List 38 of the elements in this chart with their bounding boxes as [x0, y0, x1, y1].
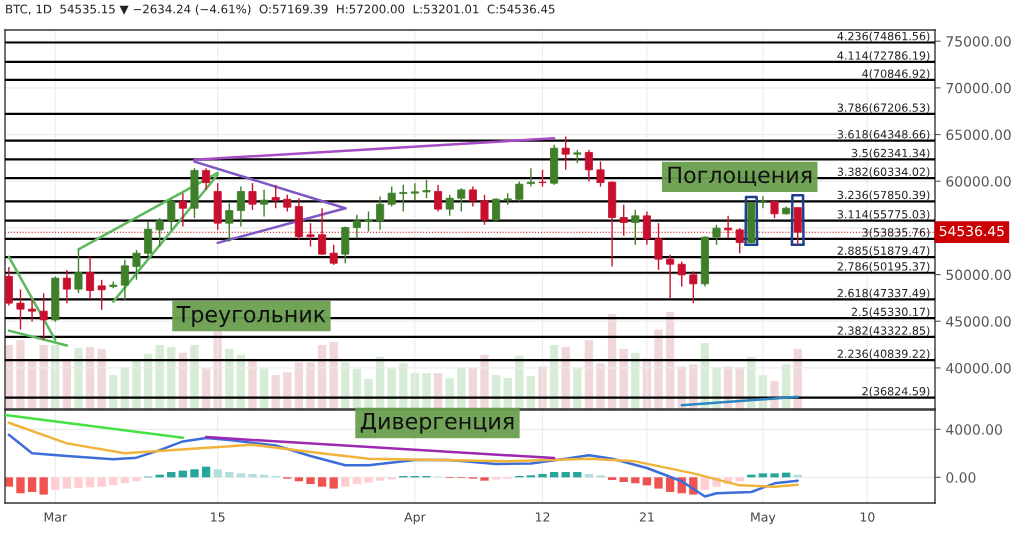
ref-line-label: 3.382(60334.02): [837, 167, 930, 178]
ref-line-label: 4(70846.92): [862, 69, 930, 80]
annotation: Треугольник: [176, 306, 326, 327]
x-tick-label: 21: [639, 512, 654, 522]
y-tick-label: 75000.00: [946, 36, 1011, 47]
y-tick-label: 70000.00: [946, 82, 1011, 94]
y-tick-label: 4000.00: [946, 424, 1002, 435]
y-tick-label: 50000.00: [946, 269, 1011, 281]
ref-line-label: 3.618(64348.66): [837, 129, 930, 140]
ref-line-label: 54536.45: [939, 225, 1004, 237]
x-tick-label: May: [751, 512, 776, 525]
ref-line-label: 4.114(72786.19): [837, 51, 930, 62]
ref-line-label: 2.5(45330.17): [851, 307, 930, 318]
ref-line-label: 2.236(40839.22): [837, 349, 930, 360]
chart-title: BTC, 1D 54535.15 ▼ −2634.24 (−4.61%) O:57169.39 H:57200.00 L:53201.01 C:54536.45: [6, 4, 555, 15]
ref-line-label: 2(36824.59): [862, 386, 930, 397]
x-tick-label: 10: [860, 512, 875, 522]
y-tick-label: 0.00: [946, 472, 976, 483]
y-tick-label: 60000.00: [946, 176, 1011, 187]
x-tick-label: Mar: [44, 512, 68, 522]
y-tick-label: 45000.00: [946, 316, 1011, 327]
ref-line-label: 2.618(47337.49): [837, 288, 930, 299]
ref-line-label: 3.114(55775.03): [837, 209, 930, 220]
x-tick-label: 15: [211, 512, 225, 522]
y-tick-label: 65000.00: [946, 129, 1011, 141]
x-tick-label: Apr: [404, 512, 426, 525]
annotation: Поглощения: [668, 166, 812, 187]
ref-line-label: 4.236(74861.56): [837, 31, 930, 42]
annotation: Дивергенция: [360, 412, 514, 434]
ref-line-label: 2.885(51879.47): [837, 246, 930, 257]
ref-line-label: 2.786(50195.37): [837, 262, 930, 272]
y-tick-label: 40000.00: [946, 362, 1011, 374]
ref-line-label: 3(53835.76): [862, 228, 930, 238]
ref-line-label: 3.786(67206.53): [837, 103, 930, 114]
ref-line-label: 3.5(62341.34): [851, 148, 930, 159]
ref-line-label: 2.382(43322.85): [837, 326, 930, 337]
ref-line-label: 3.236(57850.39): [837, 190, 930, 201]
x-tick-label: 12: [535, 512, 550, 522]
